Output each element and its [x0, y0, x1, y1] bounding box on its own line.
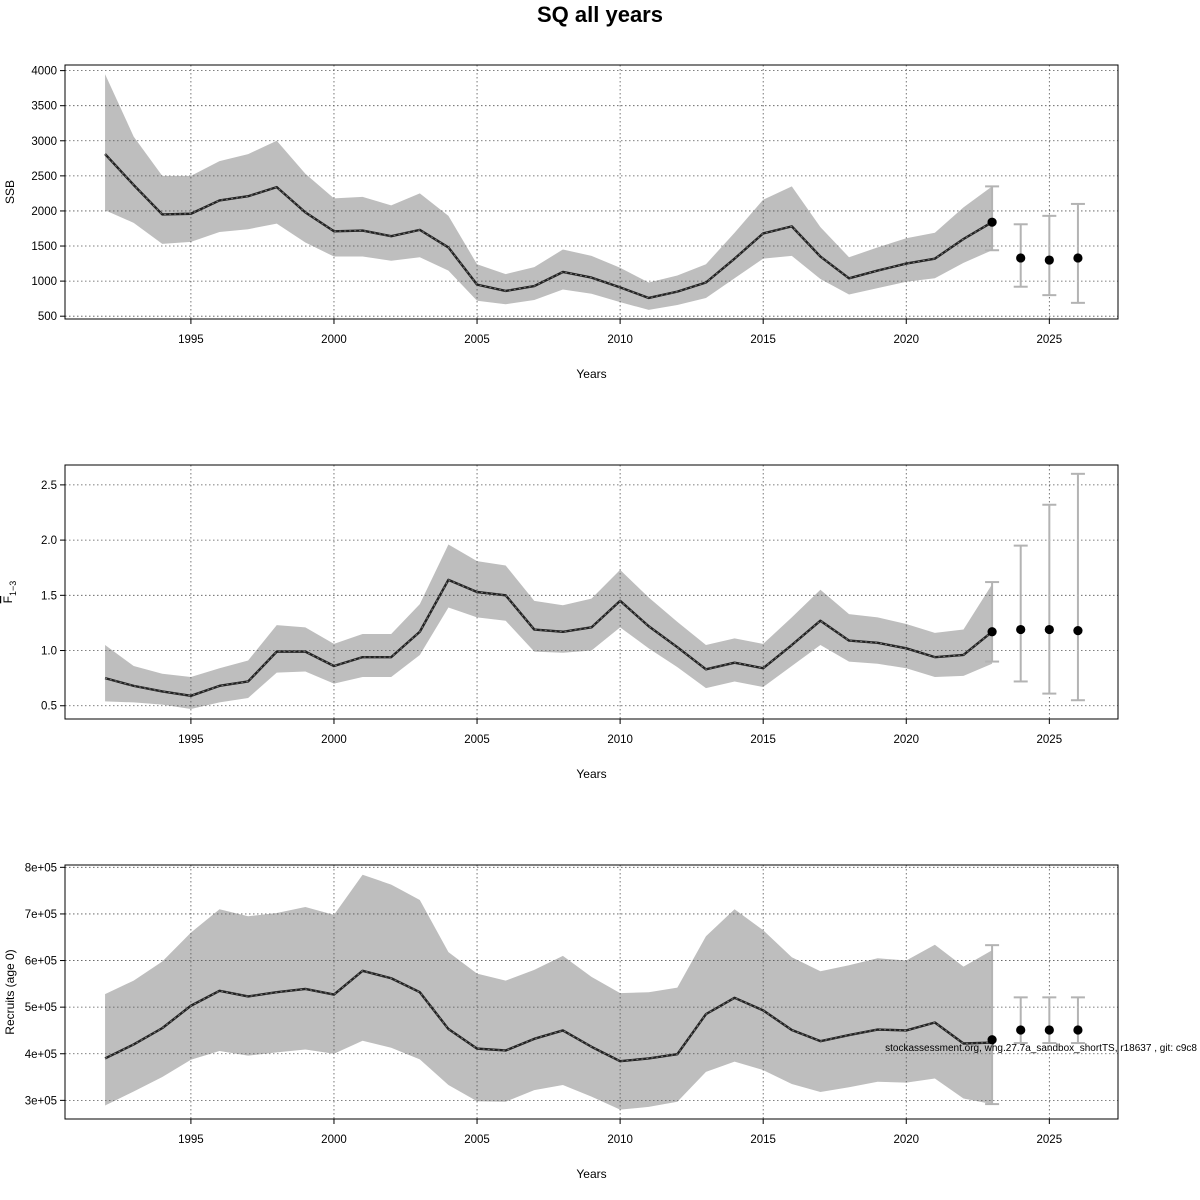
ssb-y-tick-label: 3500: [31, 101, 57, 113]
fbar-x-axis-label: Years: [576, 767, 606, 781]
fbar-x-tick-label: 2020: [893, 734, 919, 746]
ssb-y-tick-label: 3000: [31, 136, 57, 148]
recruits-x-tick-label: 2000: [321, 1134, 347, 1146]
fbar-y-tick-label: 0.5: [41, 701, 57, 713]
ssb-x-tick-label: 2000: [321, 334, 347, 346]
ssb-y-tick-label: 1000: [31, 276, 57, 288]
credit-text: stockassessment.org, whg.27.7a_sandbox_s…: [885, 1043, 1197, 1054]
fbar-plot-frame: [64, 464, 1119, 720]
panel-fbar: 1995 2000 2005 2010 2015 2020 2025 0.5 1.0 1.5 2.0…: [1, 464, 1119, 781]
fbar-y-tick-label: 1.0: [41, 646, 57, 658]
fbar-x-tick-label: 2005: [464, 734, 490, 746]
recruits-y-tick-label: 8e+05: [25, 862, 57, 874]
recruits-point-2026: [1073, 1025, 1083, 1035]
recruits-x-tick-label: 2010: [607, 1134, 633, 1146]
fbar-y-tick-label: 2.5: [41, 480, 57, 492]
fbar-x-tick-label: 1995: [178, 734, 204, 746]
recruits-point-2025: [1044, 1025, 1054, 1035]
ssb-point-2025: [1044, 255, 1054, 265]
fbar-y-tick-label: 1.5: [41, 590, 57, 602]
recruits-y-tick-label: 5e+05: [25, 1002, 57, 1014]
panel-recruits: 1995 2000 2005 2010 2015 2020 2025 3e+05 4e+05 5e…: [3, 862, 1119, 1181]
recruits-x-tick-label: 2020: [893, 1134, 919, 1146]
ssb-point-2024: [1016, 253, 1026, 263]
recruits-confidence-band: [105, 874, 993, 1110]
ssb-point-2023: [987, 217, 997, 227]
recruits-plot-frame: [64, 864, 1119, 1120]
chart-title: SQ all years: [537, 2, 663, 27]
panel-ssb: 1995 2000 2005 2010 2015 2020 2025 500 1000 1500 2…: [3, 64, 1119, 381]
ssb-x-tick-label: 2025: [1037, 334, 1063, 346]
recruits-y-tick-label: 7e+05: [25, 909, 57, 921]
ssb-y-tick-label: 4000: [31, 66, 57, 78]
fbar-point-2025: [1044, 624, 1054, 635]
ssb-confidence-band: [105, 74, 993, 310]
ssb-y-tick-label: 2500: [31, 171, 57, 183]
ssb-y-tick-label: 2000: [31, 206, 57, 218]
fbar-y-axis-label-sub: 1−3: [8, 581, 18, 596]
fbar-y-axis-label: F1−3: [1, 581, 18, 604]
recruits-y-axis-label: Recruits (age 0): [3, 949, 17, 1034]
recruits-x-tick-label: 1995: [178, 1134, 204, 1146]
ssb-x-tick-label: 2020: [893, 334, 919, 346]
ssb-x-tick-label: 2010: [607, 334, 633, 346]
fbar-x-tick-label: 2000: [321, 734, 347, 746]
ssb-plot-frame: [64, 64, 1119, 320]
ssb-estimate-line-dash: [104, 153, 993, 299]
ssb-x-tick-label: 2005: [464, 334, 490, 346]
fbar-point-2024: [1016, 624, 1026, 635]
recruits-x-tick-label: 2005: [464, 1134, 490, 1146]
fbar-x-tick-label: 2015: [750, 734, 776, 746]
ssb-x-axis-label: Years: [576, 367, 606, 381]
recruits-y-tick-label: 6e+05: [25, 956, 57, 968]
recruits-x-tick-label: 2025: [1037, 1134, 1063, 1146]
recruits-point-2023: [987, 1035, 997, 1045]
fbar-point-2026: [1073, 626, 1083, 636]
ssb-x-tick-label: 2015: [750, 334, 776, 346]
ssb-x-tick-label: 1995: [178, 334, 204, 346]
recruits-y-tick-label: 3e+05: [25, 1095, 57, 1107]
recruits-estimate-line: [104, 969, 993, 1063]
fbar-y-tick-label: 2.0: [41, 535, 57, 547]
recruits-x-tick-label: 2015: [750, 1134, 776, 1146]
fbar-y-axis-label-main: F: [1, 596, 15, 603]
fbar-x-tick-label: 2010: [607, 734, 633, 746]
fbar-point-2023: [987, 627, 997, 637]
ssb-y-tick-label: 500: [38, 311, 57, 323]
ssb-y-tick-label: 1500: [31, 241, 57, 253]
recruits-x-axis-label: Years: [576, 1167, 606, 1181]
recruits-point-2024: [1016, 1025, 1026, 1035]
fbar-confidence-band: [105, 544, 993, 710]
ssb-y-axis-label: SSB: [3, 180, 17, 204]
fbar-x-tick-label: 2025: [1037, 734, 1063, 746]
fbar-estimate-line: [104, 578, 993, 698]
ssb-point-2026: [1073, 253, 1083, 263]
recruits-y-tick-label: 4e+05: [25, 1049, 57, 1061]
